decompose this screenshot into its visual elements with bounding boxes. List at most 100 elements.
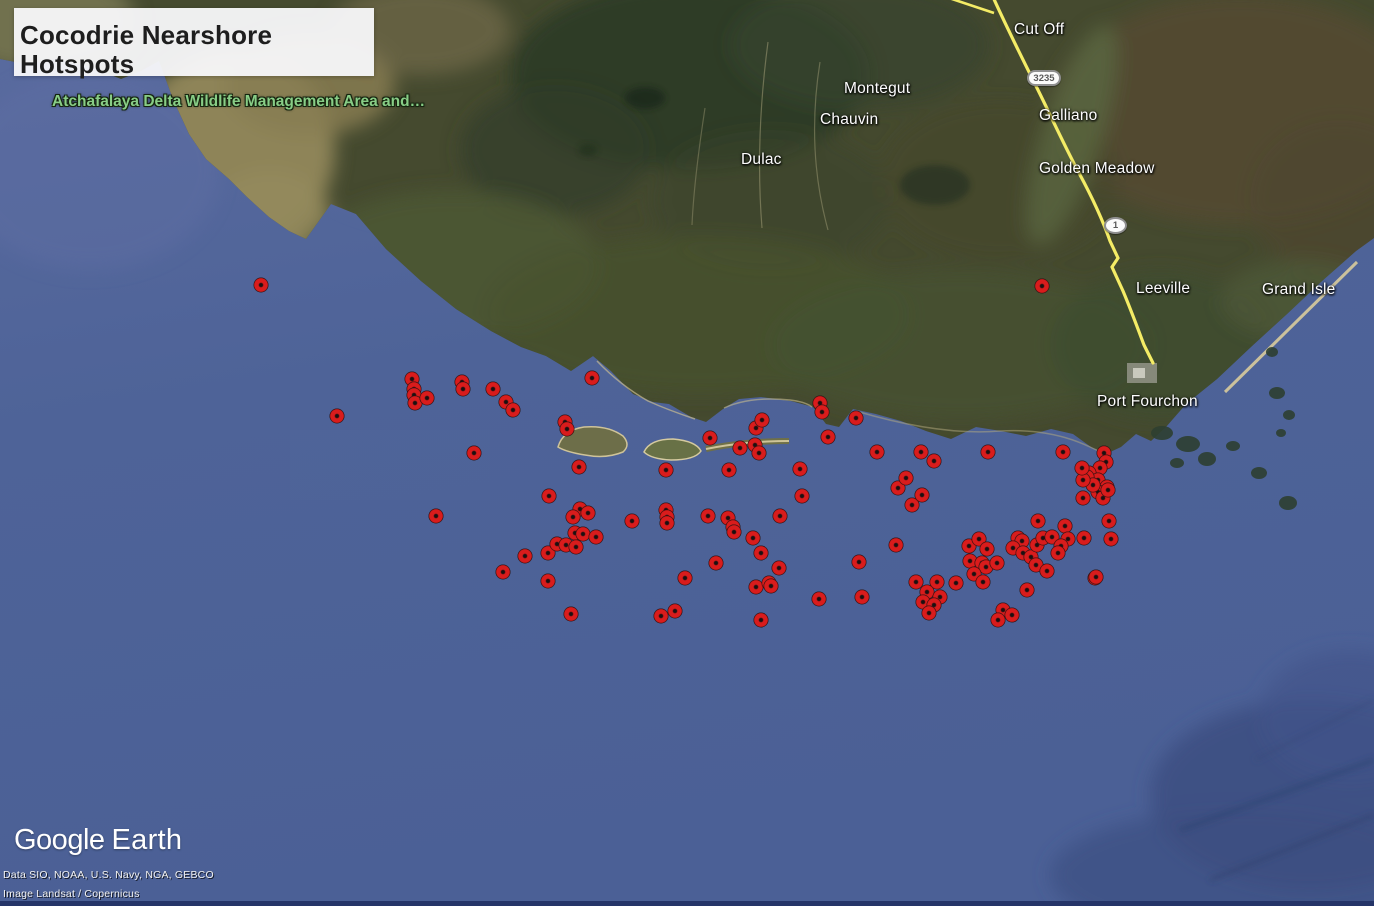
hotspot-marker[interactable] [751, 445, 767, 461]
place-label-chauvin: Chauvin [820, 111, 879, 128]
hotspot-marker[interactable] [990, 612, 1006, 628]
hotspot-marker[interactable] [1076, 530, 1092, 546]
hotspot-marker[interactable] [428, 508, 444, 524]
place-label-golden-meadow: Golden Meadow [1039, 160, 1155, 177]
hotspot-marker[interactable] [677, 570, 693, 586]
hotspot-marker[interactable] [700, 508, 716, 524]
hotspot-marker[interactable] [1019, 582, 1035, 598]
hotspot-marker[interactable] [485, 381, 501, 397]
hotspot-marker[interactable] [1088, 569, 1104, 585]
hotspot-marker[interactable] [975, 574, 991, 590]
hotspot-marker[interactable] [745, 530, 761, 546]
hotspot-marker[interactable] [869, 444, 885, 460]
hotspot-marker[interactable] [948, 575, 964, 591]
hotspot-marker[interactable] [898, 470, 914, 486]
hotspot-marker[interactable] [811, 591, 827, 607]
hotspot-marker[interactable] [1075, 490, 1091, 506]
hotspot-marker[interactable] [1075, 472, 1091, 488]
hotspot-marker[interactable] [913, 444, 929, 460]
hotspot-marker[interactable] [653, 608, 669, 624]
place-label-dulac: Dulac [741, 151, 782, 168]
hotspot-marker[interactable] [517, 548, 533, 564]
hotspot-marker[interactable] [559, 421, 575, 437]
hotspot-marker[interactable] [721, 462, 737, 478]
hotspot-marker[interactable] [659, 515, 675, 531]
place-label-grand-isle: Grand Isle [1262, 281, 1336, 298]
page-title: Cocodrie Nearshore Hotspots [20, 20, 273, 79]
hotspot-marker[interactable] [575, 526, 591, 542]
route-shield-1: 1 [1104, 217, 1127, 234]
hotspot-marker[interactable] [568, 539, 584, 555]
hotspot-marker[interactable] [980, 444, 996, 460]
hotspot-marker[interactable] [1101, 513, 1117, 529]
hotspot-marker[interactable] [495, 564, 511, 580]
hotspot-marker[interactable] [989, 555, 1005, 571]
hotspot-marker[interactable] [540, 573, 556, 589]
hotspot-marker[interactable] [753, 545, 769, 561]
hotspot-marker[interactable] [748, 579, 764, 595]
hotspot-marker[interactable] [888, 537, 904, 553]
hotspot-marker[interactable] [466, 445, 482, 461]
hotspot-marker[interactable] [708, 555, 724, 571]
hotspot-marker[interactable] [667, 603, 683, 619]
hotspot-marker[interactable] [962, 553, 978, 569]
hotspot-marker[interactable] [565, 509, 581, 525]
hotspot-marker[interactable] [541, 488, 557, 504]
hotspot-marker[interactable] [726, 524, 742, 540]
hotspot-marker[interactable] [914, 487, 930, 503]
hotspot-marker[interactable] [1030, 513, 1046, 529]
hotspot-marker[interactable] [1055, 444, 1071, 460]
hotspot-marker[interactable] [772, 508, 788, 524]
place-label-port-fourchon: Port Fourchon [1097, 393, 1198, 410]
hotspot-marker[interactable] [658, 462, 674, 478]
title-overlay: Cocodrie Nearshore Hotspots [14, 8, 374, 79]
hotspot-marker[interactable] [419, 390, 435, 406]
logo-earth-text: Earth [111, 824, 183, 856]
hotspot-marker[interactable] [848, 410, 864, 426]
route-shield-3235: 3235 [1027, 70, 1061, 86]
hotspot-marker[interactable] [624, 513, 640, 529]
hotspot-marker[interactable] [455, 381, 471, 397]
hotspot-marker[interactable] [904, 497, 920, 513]
hotspot-marker[interactable] [753, 612, 769, 628]
hotspot-marker[interactable] [754, 412, 770, 428]
place-label-leeville: Leeville [1136, 280, 1191, 297]
hotspot-marker[interactable] [763, 578, 779, 594]
hotspot-marker[interactable] [571, 459, 587, 475]
hotspot-marker[interactable] [732, 440, 748, 456]
hotspot-marker[interactable] [1100, 482, 1116, 498]
hotspot-marker[interactable] [794, 488, 810, 504]
hotspot-marker[interactable] [820, 429, 836, 445]
hotspot-marker[interactable] [771, 560, 787, 576]
hotspot-marker[interactable] [854, 589, 870, 605]
hotspot-marker[interactable] [505, 402, 521, 418]
hotspot-marker[interactable] [979, 541, 995, 557]
hotspot-marker[interactable] [814, 404, 830, 420]
hotspot-marker[interactable] [1039, 563, 1055, 579]
hotspot-marker[interactable] [580, 505, 596, 521]
hotspot-marker[interactable] [702, 430, 718, 446]
hotspot-marker[interactable] [1103, 531, 1119, 547]
hotspot-marker[interactable] [908, 574, 924, 590]
hotspot-marker[interactable] [926, 453, 942, 469]
hotspot-marker[interactable] [1004, 607, 1020, 623]
hotspot-marker[interactable] [929, 574, 945, 590]
hotspot-marker[interactable] [563, 606, 579, 622]
hotspot-marker[interactable] [1034, 278, 1050, 294]
hotspot-marker[interactable] [792, 461, 808, 477]
hotspot-marker[interactable] [851, 554, 867, 570]
hotspot-marker[interactable] [329, 408, 345, 424]
hotspot-marker[interactable] [253, 277, 269, 293]
hotspot-marker[interactable] [588, 529, 604, 545]
wildlife-area-label: Atchafalaya Delta Wildlife Management Ar… [52, 93, 426, 110]
hotspot-marker[interactable] [921, 605, 937, 621]
imagery-attribution: Image Landsat / Copernicus [3, 888, 140, 900]
hotspot-marker[interactable] [1074, 460, 1090, 476]
hotspot-marker[interactable] [1057, 518, 1073, 534]
highway-la1-road [950, 0, 1155, 365]
hotspot-marker[interactable] [407, 395, 423, 411]
hotspot-marker[interactable] [1050, 545, 1066, 561]
hotspot-marker[interactable] [584, 370, 600, 386]
